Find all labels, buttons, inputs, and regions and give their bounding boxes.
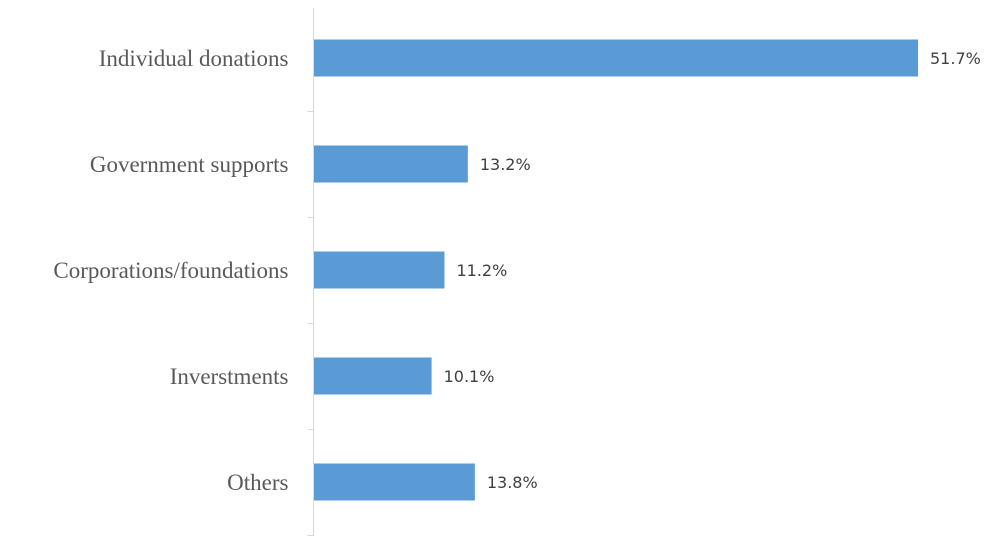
bars bbox=[314, 39, 918, 501]
category-label: Government supports bbox=[90, 152, 289, 177]
data-label: 13.2% bbox=[480, 155, 531, 174]
category-label: Corporations/foundations bbox=[53, 258, 288, 283]
bar bbox=[314, 251, 445, 289]
category-label: Individual donations bbox=[99, 46, 289, 71]
y-axis bbox=[307, 8, 314, 536]
category-label: Others bbox=[227, 470, 288, 495]
data-label: 51.7% bbox=[930, 49, 981, 68]
bar bbox=[314, 357, 432, 395]
category-labels: Individual donations Government supports C… bbox=[53, 46, 288, 495]
bar bbox=[314, 463, 475, 501]
data-label: 10.1% bbox=[444, 367, 495, 386]
value-labels: 51.7% 13.2% 11.2% 10.1% 13.8% bbox=[444, 49, 981, 492]
bar bbox=[314, 39, 918, 77]
category-label: Inverstments bbox=[170, 364, 289, 389]
data-label: 11.2% bbox=[456, 261, 507, 280]
data-label: 13.8% bbox=[487, 473, 538, 492]
bar bbox=[314, 145, 468, 183]
